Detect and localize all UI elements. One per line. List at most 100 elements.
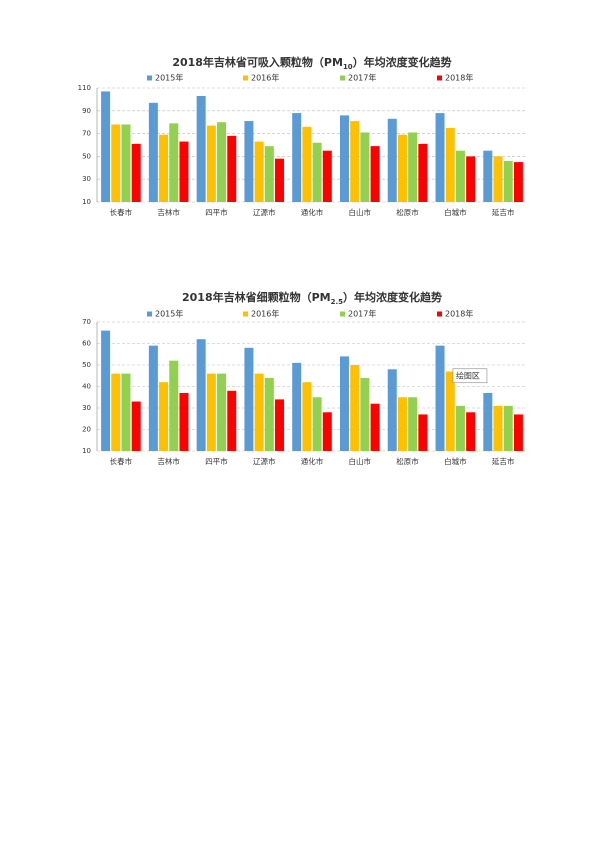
bar [387, 118, 397, 202]
bar [445, 127, 455, 202]
bar [302, 382, 312, 451]
y-tick-label: 30 [82, 175, 91, 183]
bar [418, 143, 428, 202]
legend-swatch [340, 311, 345, 317]
bar [302, 126, 312, 202]
bar [418, 414, 428, 451]
x-tick-label: 白山市 [349, 456, 372, 466]
chart-title: 2018年吉林省可吸入颗粒物（PM10）年均浓度变化趋势 [172, 55, 451, 71]
chart-title-part: 10 [343, 63, 353, 71]
bar [148, 102, 158, 202]
bar [493, 156, 503, 202]
bar [312, 397, 322, 451]
chart-title: 2018年吉林省细颗粒物（PM2.5）年均浓度变化趋势 [182, 290, 442, 306]
x-tick-label: 松原市 [396, 456, 419, 466]
y-tick-label: 30 [82, 404, 91, 412]
bar [254, 141, 264, 202]
bar [159, 382, 169, 451]
chart-title-part: ）年均浓度变化趋势 [343, 290, 442, 304]
x-tick-label: 延吉市 [492, 207, 515, 217]
bar [275, 158, 285, 202]
bar [217, 122, 227, 202]
x-tick-label: 四平市 [205, 207, 228, 217]
bar [483, 392, 493, 451]
bar [217, 373, 227, 451]
bar [397, 134, 407, 202]
bar [435, 345, 445, 451]
bar [179, 392, 189, 451]
x-tick-label: 白城市 [444, 456, 467, 466]
bar [455, 150, 465, 202]
bar [322, 150, 332, 202]
bar [121, 373, 131, 451]
bar [264, 146, 274, 202]
x-tick-label: 辽源市 [253, 456, 276, 466]
bar [513, 162, 523, 202]
y-tick-label: 110 [78, 84, 91, 92]
bar [466, 412, 476, 451]
bar [159, 134, 169, 202]
bar [131, 143, 141, 202]
legend-label: 2015年 [155, 309, 183, 319]
legend-swatch [243, 75, 248, 81]
x-tick-label: 长春市 [110, 207, 133, 217]
chart-title-part: 2.5 [331, 298, 344, 306]
bar [254, 373, 264, 451]
x-tick-label: 吉林市 [157, 207, 180, 217]
y-tick-label: 50 [82, 152, 91, 160]
y-tick-label: 70 [82, 318, 91, 326]
bar [339, 115, 349, 202]
tooltip-box [452, 368, 488, 384]
chart-title-part: 2018年吉林省可吸入颗粒物（PM [172, 55, 343, 69]
x-tick-label: 通化市 [301, 456, 324, 466]
bar [360, 377, 370, 451]
legend-swatch [243, 311, 248, 317]
bar [169, 123, 179, 202]
legend-swatch [147, 311, 152, 317]
x-tick-label: 辽源市 [253, 207, 276, 217]
bar [111, 124, 121, 202]
bar [292, 113, 302, 202]
y-tick-label: 70 [82, 130, 91, 138]
bar [292, 362, 302, 451]
bar [387, 369, 397, 451]
x-tick-label: 延吉市 [492, 456, 515, 466]
y-tick-label: 40 [82, 383, 91, 391]
legend-label: 2016年 [251, 309, 279, 319]
y-tick-label: 60 [82, 340, 91, 348]
y-tick-label: 90 [82, 107, 91, 115]
bar [206, 125, 216, 202]
legend-label: 2018年 [445, 309, 473, 319]
bar [101, 91, 111, 202]
x-tick-label: 长春市 [110, 456, 133, 466]
bar [370, 146, 380, 202]
legend-label: 2016年 [251, 73, 279, 83]
bar [275, 399, 285, 451]
chart-title-part: 2018年吉林省细颗粒物（PM [182, 290, 331, 304]
bar [350, 365, 360, 451]
bar [244, 121, 254, 202]
bar [408, 132, 418, 202]
bar [196, 95, 206, 202]
bar [101, 330, 111, 451]
bar [111, 373, 121, 451]
legend-swatch [437, 311, 442, 317]
tooltip-text: 绘图区 [456, 370, 480, 380]
bar [503, 160, 513, 202]
bar [339, 356, 349, 451]
legend-label: 2017年 [348, 73, 376, 83]
bar [131, 401, 141, 451]
legend-swatch [147, 75, 152, 81]
bar [503, 405, 513, 451]
bar [196, 339, 206, 451]
bar [445, 371, 455, 451]
bar [408, 397, 418, 451]
bar [169, 360, 179, 451]
x-tick-label: 白山市 [349, 207, 372, 217]
x-tick-label: 通化市 [301, 207, 324, 217]
bar [455, 405, 465, 451]
legend-label: 2018年 [445, 73, 473, 83]
bar [493, 405, 503, 451]
bar [227, 390, 237, 451]
